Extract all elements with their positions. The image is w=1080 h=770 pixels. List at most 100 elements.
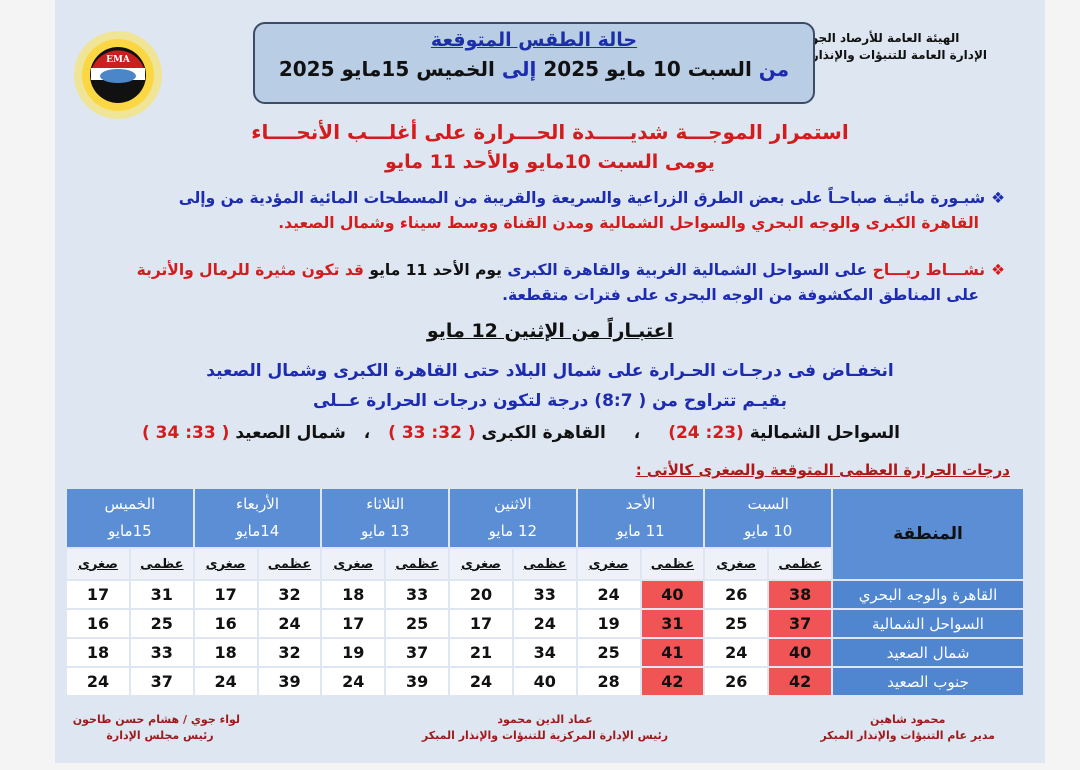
org-name: الهيئة العامة للأرصاد الجوية [799, 31, 960, 45]
min-label: صغرى [65, 547, 131, 581]
max-temp-cell: 33 [511, 579, 578, 610]
min-label: صغرى [448, 547, 514, 581]
signature-name: محمود شاهين [869, 713, 946, 726]
range-value: ( 32: 33 ) [388, 423, 476, 443]
period-end: الخميس 15مايو 2025 [278, 57, 495, 81]
min-temp-cell: 21 [448, 637, 514, 668]
day-name: الخميس [104, 495, 156, 513]
table-row: القاهرة والوجه البحري 38 26 40 24 33 20 33 18 32 1… [65, 579, 1025, 610]
max-label: عظمى [511, 547, 578, 581]
min-temp-cell: 17 [65, 579, 131, 610]
temperature-drop-range: بقيـم تتراوح من ( 8:7) درجة لتكون درجات … [312, 391, 788, 411]
min-temp-cell: 24 [575, 579, 642, 610]
max-temp-cell: 41 [639, 637, 706, 668]
min-temp-cell: 24 [192, 666, 259, 697]
min-temp-cell: 26 [703, 579, 770, 610]
subheading: اعتبـاراً من الإثنين 12 مايو [426, 320, 674, 342]
max-label: عظمى [256, 547, 323, 581]
max-label: عظمى [384, 547, 451, 581]
day-header: الأحد 11 مايو [575, 487, 706, 549]
min-temp-cell: 24 [703, 637, 770, 668]
min-temp-cell: 18 [65, 637, 131, 668]
day-date: 15مايو [108, 522, 152, 540]
separator: ، [363, 423, 371, 443]
wind-areas: على السواحل الشمالية الغربية والقاهرة ال… [507, 261, 868, 279]
forecast-period: من السبت 10 مايو 2025 إلى الخميس 15مايو … [255, 57, 813, 81]
day-name: الاثنين [494, 495, 532, 513]
max-temp-cell: 39 [384, 666, 451, 697]
department-name: الإدارة العامة للتنبؤات والإنذار المبكر [771, 48, 987, 62]
min-temp-cell: 19 [575, 608, 642, 639]
signature-1: محمود شاهين مدير عام التنبؤات والإنذار ا… [820, 712, 995, 744]
max-label: عظمى [128, 547, 195, 581]
max-temp-cell: 25 [128, 608, 195, 639]
page-title: حالة الطقس المتوقعة [430, 29, 638, 51]
svg-text:EMA: EMA [106, 55, 131, 65]
table-row: شمال الصعيد 40 24 41 25 34 21 37 19 32 18 33 18 [65, 637, 1025, 668]
min-temp-cell: 18 [192, 637, 259, 668]
signature-name: لواء جوي / هشام حسن طاحون [72, 713, 240, 726]
weather-bulletin: الهيئة العامة للأرصاد الجوية الإدارة الع… [55, 0, 1045, 763]
min-label: صغرى [192, 547, 259, 581]
min-label: صغرى [703, 547, 770, 581]
min-temp-cell: 24 [448, 666, 514, 697]
day-header: الأربعاء 14مايو [192, 487, 323, 549]
signature-3: لواء جوي / هشام حسن طاحون رئيس مجلس الإد… [72, 712, 240, 744]
temperature-table: المنطقة السبت 10 مايو الأحد 11 مايو الاثنين 12… [65, 487, 1025, 697]
day-name: الثلاثاء [366, 495, 405, 513]
day-name: الأحد [625, 495, 656, 513]
min-temp-cell: 20 [448, 579, 514, 610]
min-temp-cell: 18 [320, 579, 387, 610]
region-cell: شمال الصعيد [831, 637, 1025, 668]
range-label: القاهرة الكبرى [481, 423, 606, 443]
expected-ranges: السواحل الشمالية (23: 24) ، القاهرة الكب… [142, 423, 900, 443]
day-date: 13 مايو [361, 522, 410, 540]
bullet-fog-areas: القاهرة الكبرى والوجه البحري والسواحل ال… [278, 214, 979, 232]
range-value: ( 33: 34 ) [141, 423, 230, 443]
temperature-drop-text: انخفـاض فى درجـات الحـرارة على شمال البل… [206, 361, 894, 381]
headline-dates: يومى السبت 10مايو والأحد 11 مايو [385, 151, 715, 173]
range-label: السواحل الشمالية [749, 423, 900, 443]
table-title: درجات الحرارة العظمى المتوقعة والصغرى كا… [635, 461, 1010, 479]
max-temp-cell: 31 [639, 608, 706, 639]
min-temp-cell: 26 [703, 666, 770, 697]
max-temp-cell: 37 [767, 608, 833, 639]
max-temp-cell: 33 [384, 579, 451, 610]
day-date: 12 مايو [488, 522, 538, 540]
title-box: حالة الطقس المتوقعة من السبت 10 مايو 202… [253, 22, 815, 104]
day-header: الخميس 15مايو [65, 487, 195, 549]
wind-details: على المناطق المكشوفة من الوجه البحرى على… [502, 286, 979, 304]
min-temp-cell: 28 [575, 666, 642, 697]
table-row: السواحل الشمالية 37 25 31 19 24 17 25 17 24 16 25 16 [65, 608, 1025, 639]
region-cell: القاهرة والوجه البحري [831, 579, 1025, 610]
diamond-bullet-icon: ❖ [991, 261, 1005, 279]
max-temp-cell: 25 [384, 608, 451, 639]
min-temp-cell: 25 [575, 637, 642, 668]
day-header: الثلاثاء 13 مايو [320, 487, 451, 549]
period-start: السبت 10 مايو 2025 [543, 57, 752, 81]
organization-header: الهيئة العامة للأرصاد الجوية الإدارة الع… [772, 30, 987, 64]
day-date: 11 مايو [616, 522, 665, 540]
max-temp-cell: 40 [767, 637, 833, 668]
max-temp-cell: 24 [256, 608, 323, 639]
day-date: 14مايو [235, 522, 280, 540]
period-to-label: إلى [501, 57, 537, 81]
signature-title: مدير عام التنبؤات والإنذار المبكر [820, 729, 995, 742]
max-label: عظمى [639, 547, 706, 581]
max-temp-cell: 24 [511, 608, 578, 639]
min-temp-cell: 16 [65, 608, 131, 639]
region-cell: جنوب الصعيد [831, 666, 1025, 697]
ema-logo: EMA [73, 30, 163, 120]
signature-name: عماد الدين محمود [497, 713, 593, 726]
headline: استمرار الموجـــة شديـــــدة الحـــرارة … [251, 120, 849, 144]
day-header: السبت 10 مايو [703, 487, 833, 549]
table-row: جنوب الصعيد 42 26 42 28 40 24 39 24 39 24 37 24 [65, 666, 1025, 697]
bullet-wind: ❖ نشـــاط ريـــاح على السواحل الشمالية ال… [137, 258, 1005, 308]
signature-2: عماد الدين محمود رئيس الإدارة المركزية ل… [395, 712, 695, 744]
max-temp-cell: 42 [639, 666, 706, 697]
region-header: المنطقة [831, 487, 1025, 581]
min-label: صغرى [320, 547, 387, 581]
signature-title: رئيس الإدارة المركزية للتنبؤات والإنذار … [421, 729, 669, 742]
max-temp-cell: 32 [256, 579, 323, 610]
wind-effect: قد تكون مثيرة للرمال والأتربة [136, 261, 364, 279]
